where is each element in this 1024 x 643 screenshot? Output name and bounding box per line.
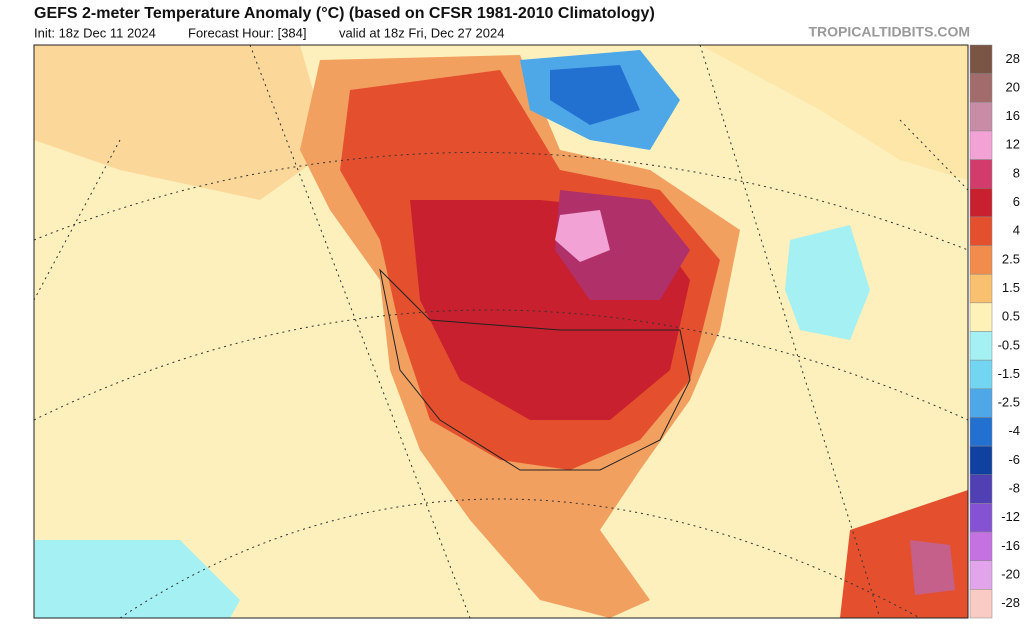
init-time: Init: 18z Dec 11 2024 xyxy=(34,25,156,40)
colorbar-swatch xyxy=(969,417,993,447)
colorbar-label: -4 xyxy=(1008,423,1020,438)
colorbar-swatch xyxy=(969,503,993,533)
title: GEFS 2-meter Temperature Anomaly (°C) (b… xyxy=(34,5,655,22)
colorbar-label: 4 xyxy=(1013,223,1020,238)
colorbar-label: 20 xyxy=(1006,79,1020,94)
colorbar-label: -2.5 xyxy=(998,395,1020,410)
colorbar-swatch xyxy=(969,531,993,561)
colorbar-label: 2.5 xyxy=(1002,251,1020,266)
colorbar-swatch xyxy=(969,245,993,275)
colorbar: 28 20 16 12 8 6 4 2.5 1.5 0.5 -0.5 -1.5 -2.5 -4 -6 -8 -1… xyxy=(969,44,1020,619)
colorbar-label: 8 xyxy=(1013,165,1020,180)
colorbar-swatch xyxy=(969,44,993,74)
colorbar-label: 1.5 xyxy=(1002,280,1020,295)
colorbar-label: -12 xyxy=(1001,509,1020,524)
map xyxy=(33,44,969,619)
colorbar-label: -0.5 xyxy=(998,337,1020,352)
colorbar-label: 0.5 xyxy=(1002,309,1020,324)
colorbar-label: 6 xyxy=(1013,194,1020,209)
colorbar-swatch xyxy=(969,388,993,418)
colorbar-label: 16 xyxy=(1006,108,1020,123)
source: TROPICALTIDBITS.COM xyxy=(808,24,970,40)
colorbar-swatch xyxy=(969,359,993,390)
colorbar-label: -8 xyxy=(1008,481,1020,496)
colorbar-swatch xyxy=(969,130,993,160)
colorbar-label: -6 xyxy=(1008,452,1020,467)
colorbar-swatch xyxy=(969,589,993,619)
colorbar-label: -16 xyxy=(1001,538,1020,553)
forecast-hour: Forecast Hour: [384] xyxy=(188,25,307,40)
colorbar-swatch xyxy=(969,188,993,218)
colorbar-label: -28 xyxy=(1001,595,1020,610)
colorbar-swatch xyxy=(969,273,993,304)
colorbar-swatch xyxy=(969,302,993,332)
colorbar-label: 28 xyxy=(1006,51,1020,66)
colorbar-swatch xyxy=(969,102,993,132)
colorbar-label: -1.5 xyxy=(998,366,1020,381)
colorbar-swatch xyxy=(969,159,993,189)
colorbar-swatch xyxy=(969,474,993,504)
colorbar-swatch xyxy=(969,445,993,476)
colorbar-swatch xyxy=(969,216,993,246)
colorbar-swatch xyxy=(969,560,993,590)
colorbar-swatch xyxy=(969,331,993,361)
colorbar-label: -20 xyxy=(1001,566,1020,581)
valid-time: valid at 18z Fri, Dec 27 2024 xyxy=(339,25,504,40)
colorbar-label: 12 xyxy=(1006,137,1020,152)
colorbar-swatch xyxy=(969,73,993,103)
